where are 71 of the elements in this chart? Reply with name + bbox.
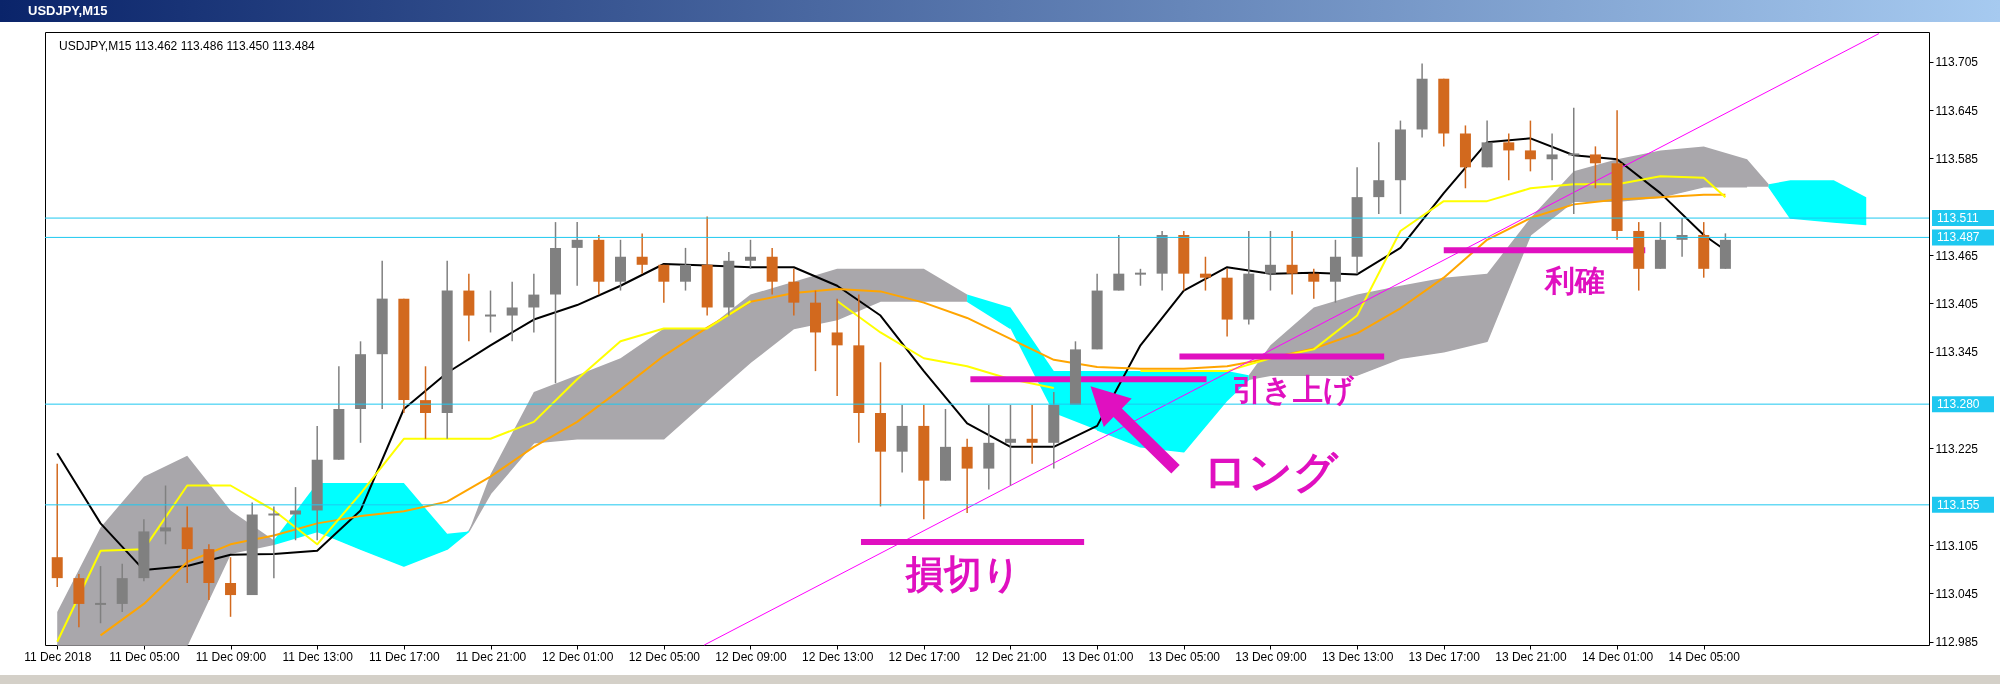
x-tick-label: 11 Dec 09:00 bbox=[195, 649, 267, 664]
candlestick bbox=[485, 289, 497, 334]
candlestick bbox=[788, 268, 800, 317]
candlestick bbox=[95, 565, 107, 624]
ref-line-label: 113.511 bbox=[1937, 211, 1979, 226]
x-tick-label: 14 Dec 01:00 bbox=[1581, 649, 1654, 664]
candlestick bbox=[1004, 404, 1016, 487]
annotation: ロング bbox=[1203, 446, 1340, 498]
candlestick bbox=[658, 264, 670, 304]
x-tick-label: 12 Dec 09:00 bbox=[715, 649, 788, 664]
candlestick bbox=[961, 438, 973, 514]
candlestick bbox=[268, 505, 280, 579]
candlestick bbox=[225, 556, 237, 618]
x-tick-label: 12 Dec 21:00 bbox=[975, 649, 1047, 664]
annotation: 損切り bbox=[905, 551, 1022, 596]
candlestick bbox=[571, 221, 583, 287]
y-tick-label: 113.465 bbox=[1935, 248, 1979, 263]
x-tick-label: 13 Dec 21:00 bbox=[1495, 649, 1567, 664]
annotation: 引き上げ bbox=[1232, 371, 1356, 407]
y-tick-label: 112.985 bbox=[1935, 635, 1979, 650]
candlestick bbox=[1026, 404, 1038, 465]
candlestick bbox=[1308, 268, 1320, 300]
y-tick-label: 113.225 bbox=[1935, 441, 1979, 456]
x-tick-label: 12 Dec 17:00 bbox=[888, 649, 961, 664]
candlestick bbox=[1199, 255, 1211, 292]
x-tick-label: 11 Dec 2018 bbox=[24, 649, 92, 664]
candlestick bbox=[1524, 119, 1536, 173]
text: USDJPY,M15 113.462 113.486 113.450 113.484 bbox=[59, 39, 316, 53]
candlestick bbox=[506, 280, 518, 343]
candlestick bbox=[160, 484, 172, 546]
chart-title: USDJPY,M15 bbox=[0, 0, 2000, 22]
y-tick-label: 113.405 bbox=[1935, 296, 1979, 311]
x-tick-label: 12 Dec 05:00 bbox=[628, 649, 701, 664]
x-tick-label: 13 Dec 05:00 bbox=[1148, 649, 1221, 664]
candlestick bbox=[1568, 106, 1580, 215]
ref-line-label: 113.280 bbox=[1937, 397, 1980, 412]
candlestick bbox=[528, 272, 540, 334]
x-tick-label: 13 Dec 13:00 bbox=[1321, 649, 1394, 664]
candlestick bbox=[1264, 230, 1276, 292]
annotation: 利確 bbox=[1543, 263, 1605, 299]
candlestick bbox=[1373, 141, 1385, 215]
x-tick-label: 12 Dec 13:00 bbox=[801, 649, 874, 664]
candlestick bbox=[1286, 230, 1298, 296]
y-tick-label: 113.345 bbox=[1935, 345, 1979, 360]
candlestick bbox=[1503, 132, 1515, 181]
y-tick-label: 113.105 bbox=[1935, 538, 1979, 553]
candlestick bbox=[290, 486, 302, 542]
x-tick-label: 12 Dec 01:00 bbox=[541, 649, 614, 664]
candlestick bbox=[1113, 234, 1125, 292]
y-tick-label: 113.045 bbox=[1935, 586, 1979, 601]
candlestick bbox=[636, 232, 648, 275]
x-tick-label: 13 Dec 09:00 bbox=[1235, 649, 1307, 664]
x-tick-label: 13 Dec 01:00 bbox=[1061, 649, 1134, 664]
candlestick bbox=[831, 297, 843, 397]
ref-line-label: 113.487 bbox=[1937, 230, 1980, 245]
y-tick-label: 113.645 bbox=[1935, 103, 1979, 118]
candlestick bbox=[744, 239, 756, 270]
candlestick bbox=[680, 247, 691, 292]
candlestick bbox=[1589, 145, 1601, 190]
x-tick-label: 13 Dec 17:00 bbox=[1408, 649, 1481, 664]
x-tick-label: 11 Dec 05:00 bbox=[109, 649, 180, 664]
x-tick-label: 11 Dec 17:00 bbox=[369, 649, 440, 664]
y-tick-label: 113.585 bbox=[1935, 151, 1979, 166]
x-tick-label: 11 Dec 13:00 bbox=[282, 649, 354, 664]
x-tick-label: 14 Dec 05:00 bbox=[1668, 649, 1741, 664]
candlestick bbox=[1546, 132, 1558, 181]
x-tick-label: 11 Dec 21:00 bbox=[455, 649, 527, 664]
y-tick-label: 113.705 bbox=[1935, 55, 1979, 70]
ref-line-label: 113.155 bbox=[1937, 497, 1980, 512]
candlestick bbox=[181, 505, 193, 584]
candlestick bbox=[51, 463, 63, 588]
